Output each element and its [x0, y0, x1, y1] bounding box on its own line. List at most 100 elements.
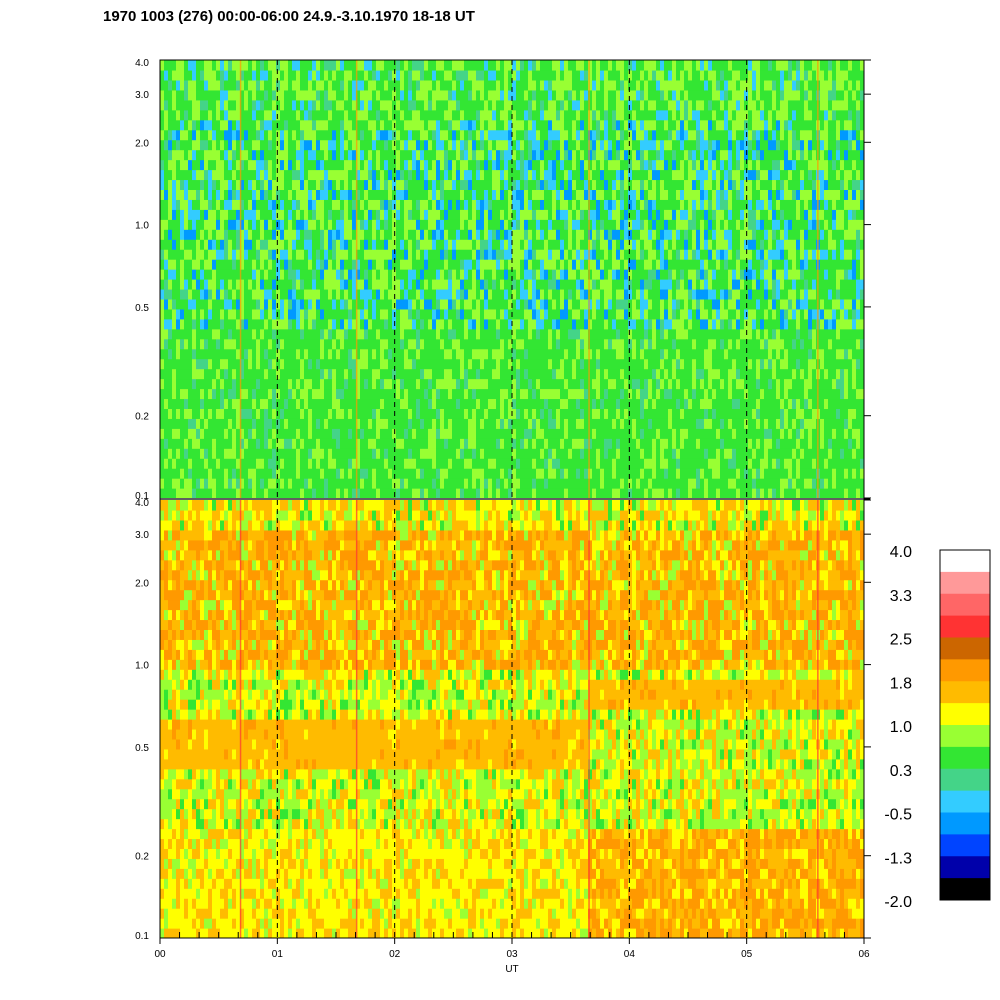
heatmap-cell	[472, 458, 477, 469]
heatmap-cell	[292, 179, 297, 190]
heatmap-cell	[280, 229, 285, 240]
heatmap-cell	[256, 139, 261, 151]
heatmap-cell	[372, 398, 377, 409]
heatmap-cell	[224, 408, 229, 419]
heatmap-cell	[612, 358, 617, 370]
heatmap-cell	[592, 119, 597, 131]
heatmap-cell	[456, 438, 461, 449]
heatmap-cell	[504, 69, 509, 81]
heatmap-cell	[172, 428, 177, 439]
heatmap-cell	[468, 348, 473, 360]
heatmap-cell	[596, 199, 601, 210]
heatmap-cell	[288, 448, 293, 459]
heatmap-cell	[480, 109, 485, 121]
heatmap-cell	[288, 139, 293, 151]
heatmap-cell	[516, 378, 521, 390]
heatmap-cell	[236, 358, 241, 370]
heatmap-cell	[204, 159, 209, 171]
heatmap-cell	[316, 159, 321, 171]
heatmap-cell	[516, 408, 521, 419]
heatmap-cell	[512, 279, 517, 290]
heatmap-cell	[296, 328, 301, 340]
heatmap-cell	[428, 468, 433, 479]
heatmap-cell	[308, 448, 313, 459]
heatmap-cell	[180, 69, 185, 81]
heatmap-cell	[528, 378, 533, 390]
heatmap-cell	[344, 478, 349, 489]
heatmap-cell	[572, 269, 577, 280]
heatmap-cell	[248, 179, 253, 190]
heatmap-cell	[248, 308, 253, 320]
heatmap-cell	[332, 408, 337, 419]
heatmap-cell	[420, 169, 425, 181]
heatmap-cell	[296, 69, 301, 81]
heatmap-cell	[592, 99, 597, 111]
heatmap-cell	[324, 60, 329, 71]
heatmap-cell	[184, 169, 189, 181]
heatmap-cell	[236, 488, 241, 498]
heatmap-cell	[560, 129, 565, 141]
heatmap-cell	[212, 338, 217, 350]
heatmap-cell	[596, 279, 601, 290]
heatmap-cell	[252, 318, 257, 330]
heatmap-cell	[188, 169, 193, 181]
heatmap-cell	[284, 139, 289, 151]
heatmap-cell	[488, 209, 493, 220]
heatmap-cell	[344, 348, 349, 360]
heatmap-cell	[304, 338, 309, 350]
heatmap-cell	[356, 169, 361, 181]
heatmap-cell	[444, 169, 449, 181]
heatmap-cell	[552, 298, 557, 310]
heatmap-cell	[496, 328, 501, 340]
heatmap-cell	[328, 109, 333, 121]
heatmap-cell	[444, 288, 449, 300]
heatmap-cell	[452, 109, 457, 121]
heatmap-cell	[192, 60, 197, 71]
heatmap-cell	[520, 398, 525, 409]
heatmap-cell	[232, 279, 237, 290]
heatmap-cell	[492, 338, 497, 350]
heatmap-cell	[292, 388, 297, 400]
heatmap-cell	[456, 398, 461, 409]
heatmap-cell	[576, 129, 581, 141]
heatmap-cell	[244, 249, 249, 260]
heatmap-cell	[412, 169, 417, 181]
heatmap-cell	[400, 189, 405, 200]
heatmap-cell	[224, 378, 229, 390]
heatmap-cell	[480, 69, 485, 81]
heatmap-cell	[536, 239, 541, 250]
heatmap-cell	[372, 249, 377, 260]
heatmap-cell	[608, 328, 613, 340]
heatmap-cell	[216, 129, 221, 141]
heatmap-cell	[592, 388, 597, 400]
heatmap-cell	[376, 288, 381, 300]
heatmap-cell	[412, 438, 417, 449]
heatmap-cell	[272, 179, 277, 190]
heatmap-cell	[412, 448, 417, 459]
heatmap-cell	[428, 99, 433, 111]
heatmap-cell	[408, 60, 413, 71]
heatmap-cell	[468, 288, 473, 300]
heatmap-cell	[328, 279, 333, 290]
heatmap-cell	[280, 458, 285, 469]
heatmap-cell	[500, 189, 505, 200]
heatmap-cell	[344, 288, 349, 300]
heatmap-cell	[536, 89, 541, 101]
heatmap-cell	[164, 458, 169, 469]
heatmap-cell	[508, 438, 513, 449]
heatmap-cell	[352, 249, 357, 260]
heatmap-cell	[560, 438, 565, 449]
heatmap-cell	[284, 209, 289, 220]
heatmap-cell	[320, 308, 325, 320]
heatmap-cell	[296, 468, 301, 479]
heatmap-cell	[460, 239, 465, 250]
heatmap-cell	[420, 358, 425, 370]
heatmap-cell	[180, 129, 185, 141]
heatmap-cell	[204, 199, 209, 210]
heatmap-cell	[584, 348, 589, 360]
heatmap-cell	[440, 398, 445, 409]
heatmap-cell	[348, 269, 353, 280]
heatmap-cell	[280, 398, 285, 409]
heatmap-cell	[400, 288, 405, 300]
heatmap-cell	[416, 149, 421, 161]
